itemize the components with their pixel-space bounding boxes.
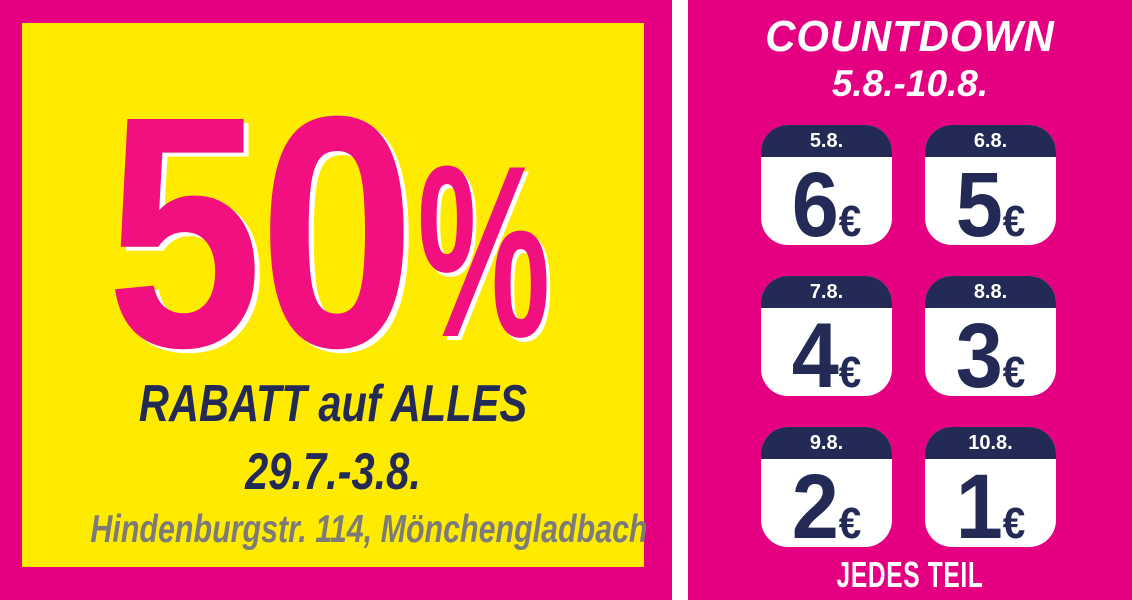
tile-price: 5	[955, 154, 1003, 245]
euro-sign: €	[1002, 499, 1026, 547]
tile-body: 6 €	[766, 157, 887, 245]
euro-sign: €	[838, 197, 862, 245]
tile-body: 4 €	[766, 308, 887, 396]
countdown-footer: JEDES TEIL	[836, 554, 984, 595]
store-address: Hindenburgstr. 114, Mönchengladbach	[90, 508, 648, 551]
tile-date: 8.8.	[973, 280, 1008, 303]
yellow-card: 50% RABATT auf ALLES 29.7.-3.8. Hindenbu…	[22, 23, 648, 567]
percent-sign: %	[416, 114, 551, 388]
euro-sign: €	[1002, 197, 1026, 245]
tile-body: 1 €	[930, 459, 1051, 547]
discount-headline: 50%	[69, 67, 598, 397]
tile-price: 2	[791, 456, 839, 547]
tile-date: 6.8.	[973, 129, 1008, 152]
tile-header: 9.8.	[761, 427, 892, 459]
rabatt-headline: RABATT auf ALLES	[138, 375, 528, 433]
countdown-title: COUNTDOWN	[765, 12, 1055, 61]
tile-date: 10.8.	[968, 431, 1013, 454]
euro-sign: €	[838, 499, 862, 547]
tile-price: 3	[955, 305, 1003, 396]
price-tile: 9.8. 2 €	[761, 427, 892, 547]
tile-body: 2 €	[766, 459, 887, 547]
countdown-panel: COUNTDOWN 5.8.-10.8. 5.8. 6 € 6.8. 5 € 7…	[688, 0, 1132, 600]
tile-header: 7.8.	[761, 276, 892, 308]
sale-panel: 50% RABATT auf ALLES 29.7.-3.8. Hindenbu…	[22, 23, 648, 567]
tile-header: 8.8.	[925, 276, 1056, 308]
sale-date-range: 29.7.-3.8.	[245, 443, 421, 501]
price-tile: 8.8. 3 €	[925, 276, 1056, 396]
tile-date: 7.8.	[809, 280, 844, 303]
countdown-grid: 5.8. 6 € 6.8. 5 € 7.8. 4 € 8.8. 3 €	[761, 125, 1056, 547]
euro-sign: €	[1002, 348, 1026, 396]
price-tile: 5.8. 6 €	[761, 125, 892, 245]
tile-date: 9.8.	[809, 431, 844, 454]
tile-header: 10.8.	[925, 427, 1056, 459]
tile-header: 6.8.	[925, 125, 1056, 157]
price-tile: 10.8. 1 €	[925, 427, 1056, 547]
tile-price: 6	[791, 154, 839, 245]
euro-sign: €	[838, 348, 862, 396]
tile-header: 5.8.	[761, 125, 892, 157]
tile-body: 3 €	[930, 308, 1051, 396]
price-tile: 7.8. 4 €	[761, 276, 892, 396]
discount-value: 50	[106, 47, 416, 416]
tile-body: 5 €	[930, 157, 1051, 245]
price-tile: 6.8. 5 €	[925, 125, 1056, 245]
tile-price: 4	[791, 305, 839, 396]
countdown-date-range: 5.8.-10.8.	[831, 63, 989, 104]
tile-date: 5.8.	[809, 129, 844, 152]
tile-price: 1	[955, 456, 1003, 547]
panel-divider	[672, 0, 688, 600]
